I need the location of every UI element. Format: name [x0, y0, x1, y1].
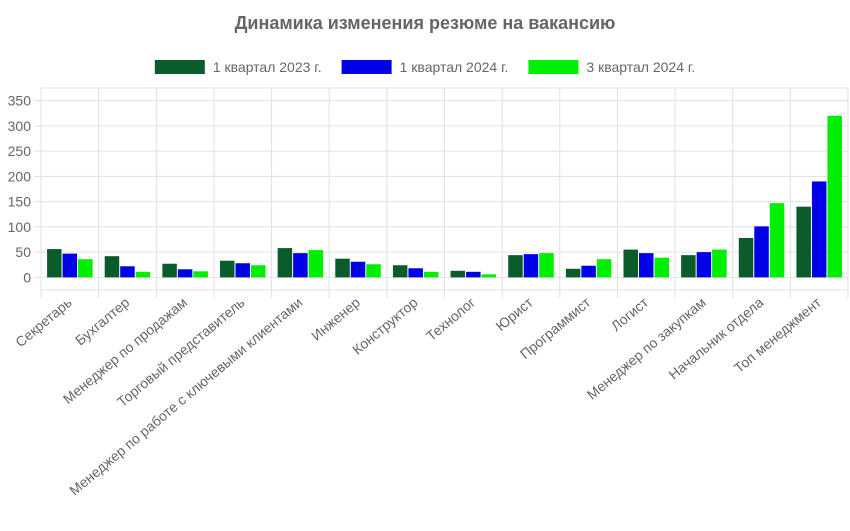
legend: 1 квартал 2023 г. 1 квартал 2024 г. 3 квар… [154, 59, 695, 75]
bar[interactable] [408, 268, 423, 278]
y-tick-label: 100 [8, 219, 32, 235]
bar[interactable] [681, 255, 696, 278]
bar[interactable] [565, 268, 581, 278]
x-tick-label: Технолог [423, 294, 478, 344]
bar[interactable] [47, 249, 62, 278]
bar[interactable] [62, 253, 78, 278]
bar[interactable] [78, 259, 93, 278]
x-tick-label: Секретарь [12, 294, 75, 350]
bar[interactable] [308, 250, 324, 278]
bar[interactable] [596, 259, 612, 278]
x-tick-label: Юрист [493, 294, 537, 334]
bar[interactable] [277, 248, 293, 278]
bar[interactable] [193, 271, 208, 278]
y-tick-label: 0 [23, 269, 31, 285]
bar[interactable] [335, 258, 350, 278]
bar[interactable] [366, 264, 381, 278]
legend-label: 1 квартал 2024 г. [400, 59, 509, 75]
bar[interactable] [639, 253, 654, 278]
bar[interactable] [827, 115, 842, 278]
bar[interactable] [481, 274, 497, 278]
x-tick-label: Начальник отдела [665, 294, 766, 383]
bar[interactable] [796, 206, 811, 278]
bar[interactable] [293, 253, 308, 278]
y-tick-label: 200 [8, 168, 32, 184]
x-tick-label: Логист [608, 294, 652, 334]
bar[interactable] [177, 269, 193, 278]
bar[interactable] [581, 265, 596, 278]
bar[interactable] [811, 181, 827, 278]
bar[interactable] [738, 237, 754, 278]
legend-swatch[interactable] [341, 60, 392, 74]
bar[interactable] [235, 263, 251, 278]
bar[interactable] [392, 265, 408, 278]
bar[interactable] [654, 257, 670, 278]
bar[interactable] [754, 226, 769, 278]
y-tick-label: 150 [8, 194, 32, 210]
y-tick-label: 250 [8, 143, 32, 159]
chart-title: Динамика изменения резюме на вакансию [235, 13, 616, 33]
legend-label: 3 квартал 2024 г. [586, 59, 695, 75]
y-tick-label: 50 [15, 244, 31, 260]
bar[interactable] [696, 252, 712, 278]
bars [47, 115, 842, 278]
bar[interactable] [539, 253, 554, 278]
grid [34, 87, 849, 298]
y-tick-label: 350 [8, 93, 32, 109]
bar[interactable] [523, 254, 539, 278]
bar[interactable] [466, 271, 481, 278]
bar[interactable] [104, 256, 120, 278]
bar[interactable] [450, 270, 466, 278]
bar[interactable] [623, 249, 639, 278]
bar[interactable] [350, 261, 366, 278]
bar[interactable] [162, 263, 177, 278]
bar[interactable] [508, 255, 523, 278]
legend-swatch[interactable] [528, 60, 579, 74]
legend-label: 1 квартал 2023 г. [213, 59, 322, 75]
y-tick-label: 300 [8, 118, 32, 134]
bar[interactable] [769, 203, 785, 278]
bar[interactable] [712, 249, 727, 278]
bar[interactable] [220, 260, 235, 278]
legend-swatch[interactable] [154, 60, 205, 74]
bar[interactable] [423, 271, 439, 278]
bar[interactable] [251, 265, 266, 278]
bar[interactable] [135, 271, 151, 278]
y-axis: 0 50 100 150 200 250 300 350 [8, 93, 32, 286]
x-tick-label: Инженер [308, 294, 363, 344]
bar[interactable] [120, 266, 135, 278]
